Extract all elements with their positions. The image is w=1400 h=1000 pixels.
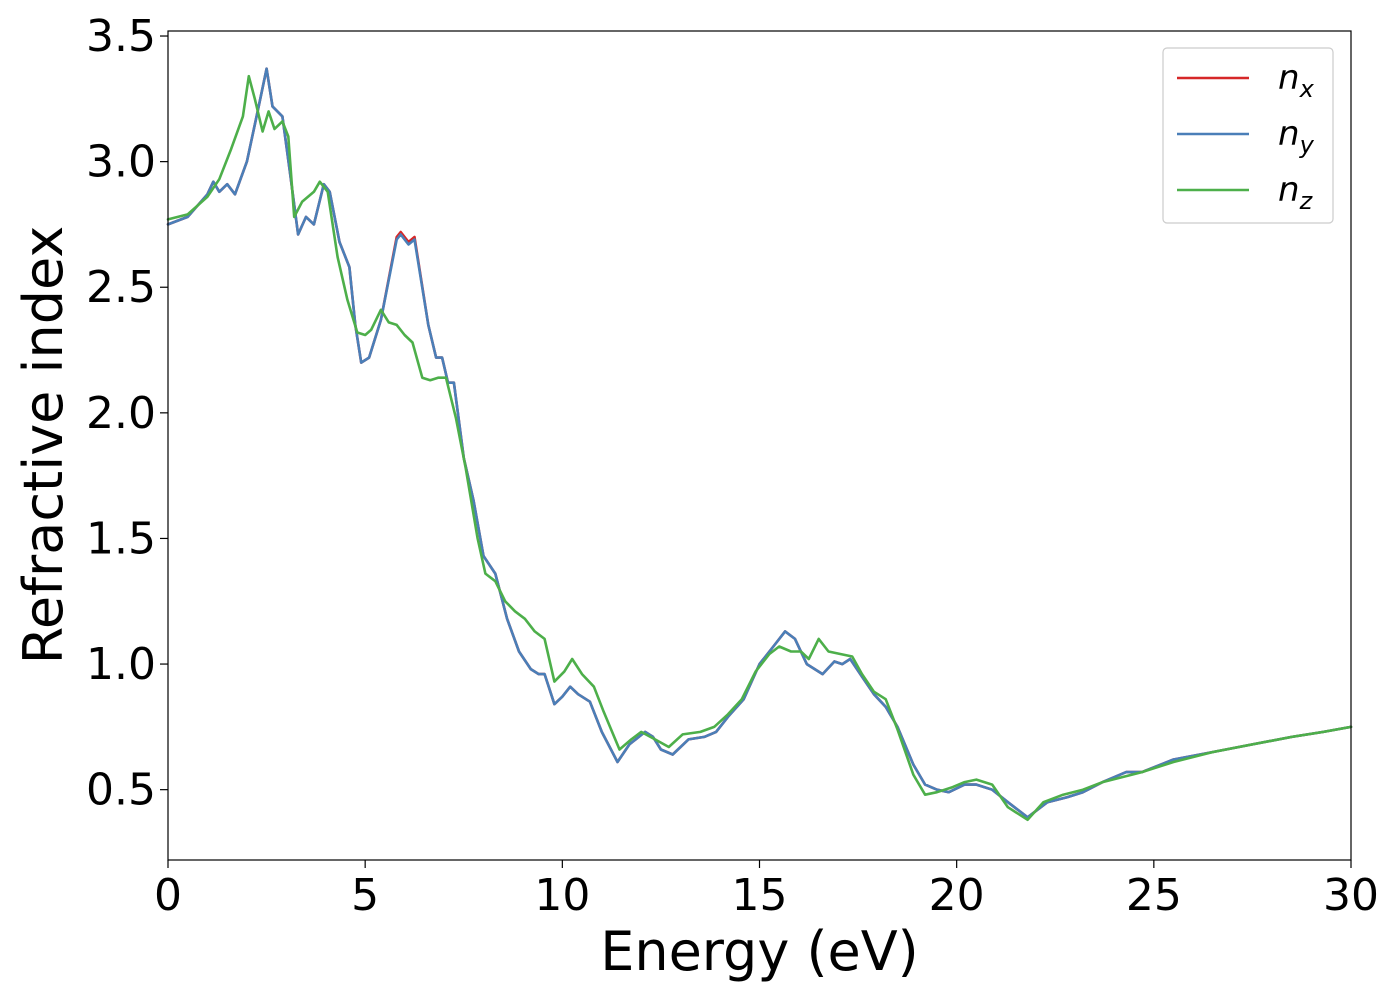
y-tick-label: 3.5	[86, 11, 156, 62]
y-tick-label: 3.0	[86, 137, 156, 188]
y-tick-label: 2.0	[86, 388, 156, 439]
series-line-y	[166, 67, 1353, 819]
series-layer	[166, 67, 1353, 822]
y-axis-label: Refractive index	[12, 226, 75, 665]
x-tick-label: 30	[1323, 870, 1379, 921]
x-tick-label: 0	[154, 870, 182, 921]
legend-frame	[1162, 47, 1334, 224]
legend-label-x: nx	[1278, 58, 1315, 103]
y-axis-ticks: 0.5 1.0 1.5 2.0 2.5 3.0 3.5	[86, 11, 168, 816]
x-tick-label: 20	[929, 870, 985, 921]
y-tick-label: 1.0	[86, 639, 156, 690]
x-tick-label: 25	[1126, 870, 1182, 921]
legend-label-z: nz	[1278, 170, 1314, 215]
x-axis-label: Energy (eV)	[600, 920, 919, 983]
legend-label-y: ny	[1278, 114, 1315, 159]
plot-area	[168, 31, 1351, 860]
y-tick-label: 1.5	[86, 513, 156, 564]
x-axis-ticks: 0 5 10 15 20 25 30	[154, 860, 1379, 921]
y-tick-label: 2.5	[86, 262, 156, 313]
series-line-z	[166, 74, 1353, 822]
legend: nx ny nz	[1162, 47, 1334, 224]
legend-entries: nx ny nz	[1177, 58, 1315, 215]
x-tick-label: 15	[732, 870, 788, 921]
x-tick-label: 10	[534, 870, 590, 921]
y-tick-label: 0.5	[86, 765, 156, 816]
x-tick-label: 5	[351, 870, 379, 921]
